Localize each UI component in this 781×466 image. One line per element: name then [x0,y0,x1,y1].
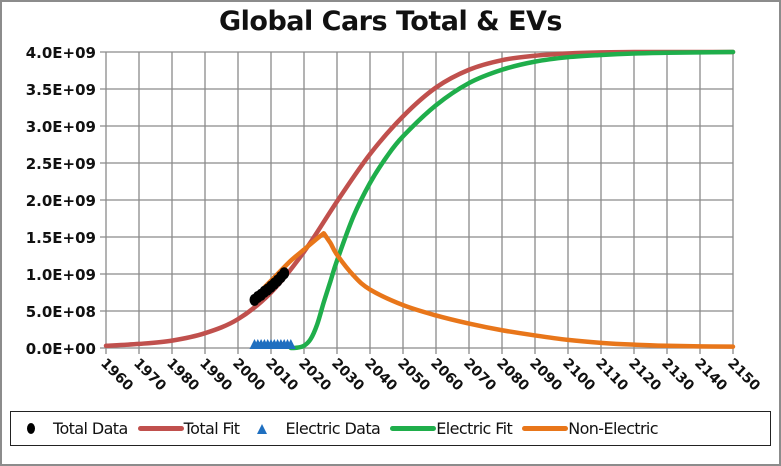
x-tick-label: 1980 [163,356,202,395]
legend-item-electric-data: Electric Data [239,419,381,438]
legend-label: Non-Electric [568,419,658,438]
x-tick-label: 2150 [724,356,763,395]
legend-label: Total Fit [183,419,240,438]
legend-item-non-electric: Non-Electric [512,419,659,438]
x-axis-tick-labels: 1960197019801990200020102020203020402050… [97,356,763,395]
x-tick-label: 2040 [361,356,400,395]
legend-label: Total Data [53,419,128,438]
line-swatch-icon [390,426,437,431]
y-axis-tick-labels: 0.0E+00 5.0E+08 1.0E+09 1.5E+09 2.0E+09 2.5E+… [26,44,96,358]
legend-item-total-data: Total Data [11,419,128,438]
x-tick-label: 2050 [394,356,433,395]
x-tick-label: 1990 [196,356,235,395]
triangle-marker-icon [257,423,268,434]
legend-item-total-fit: Total Fit [128,419,240,438]
x-tick-label: 2130 [658,356,697,395]
y-tick-label: 1.5E+09 [26,229,96,247]
line-swatch-icon [137,426,184,431]
y-tick-label: 2.0E+09 [26,192,96,210]
x-tick-label: 2090 [526,356,565,395]
x-tick-label: 2100 [559,356,598,395]
x-tick-label: 2120 [625,356,664,395]
data-point-total-data [279,267,290,280]
x-tick-label: 1970 [130,356,169,395]
y-tick-label: 2.5E+09 [26,155,96,173]
legend-label: Electric Data [285,419,381,438]
y-tick-label: 0.0E+00 [26,340,96,358]
y-tick-label: 3.5E+09 [26,81,96,99]
x-tick-label: 2070 [460,356,499,395]
legend-item-electric-fit: Electric Fit [380,419,513,438]
x-tick-label: 2060 [427,356,466,395]
x-tick-label: 2140 [691,356,730,395]
x-tick-label: 1960 [97,356,136,395]
chart-title: Global Cars Total & EVs [218,6,563,37]
circle-marker-icon [27,423,35,434]
y-tick-label: 4.0E+09 [26,44,96,62]
series-line-total-fit [103,49,736,349]
data-point-electric-data [285,339,296,349]
series-line-electric-fit [288,49,736,351]
x-tick-label: 2020 [295,356,334,395]
x-tick-label: 2010 [262,356,301,395]
legend: Total Data Total Fit Electric Data Elect… [10,411,771,446]
x-tick-label: 2000 [229,356,268,395]
y-tick-label: 1.0E+09 [26,266,96,284]
line-swatch-icon [522,426,569,431]
y-tick-label: 5.0E+08 [26,303,96,321]
legend-label: Electric Fit [436,419,513,438]
x-tick-label: 2110 [592,356,631,395]
x-tick-label: 2030 [328,356,367,395]
series-layer [103,49,736,351]
series-line-non-electric [262,231,736,349]
x-tick-label: 2080 [493,356,532,395]
plot-area: 0.0E+00 5.0E+08 1.0E+09 1.5E+09 2.0E+09 2.5E+… [26,44,763,395]
y-tick-label: 3.0E+09 [26,118,96,136]
